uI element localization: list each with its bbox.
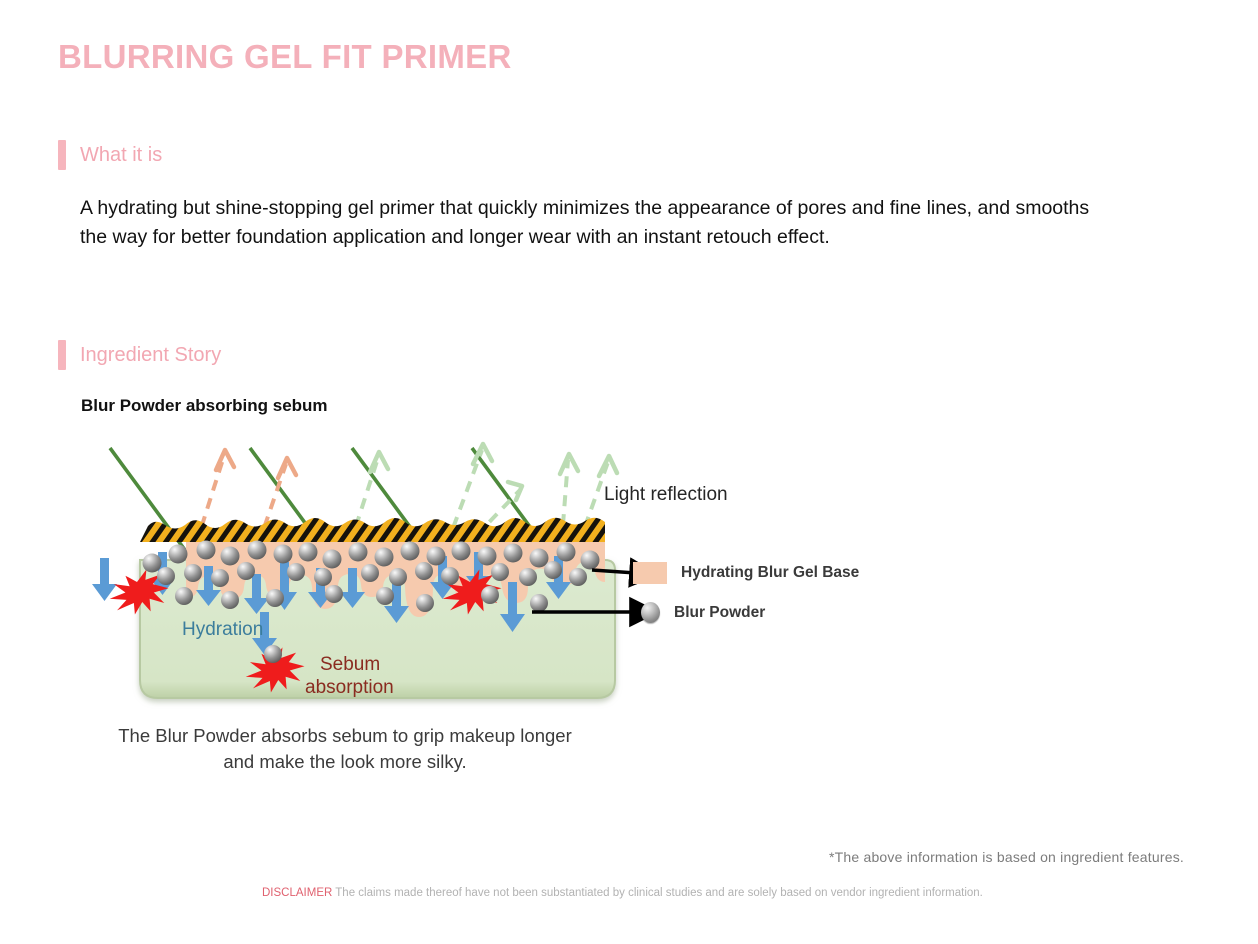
blur-powder-particles (142, 540, 600, 663)
hydration-label: Hydration (182, 619, 263, 640)
legend-label-powder: Blur Powder (674, 603, 766, 621)
diagram-caption: The Blur Powder absorbs sebum to grip ma… (80, 723, 610, 775)
diagram-caption-line1: The Blur Powder absorbs sebum to grip ma… (118, 725, 572, 746)
reflected-rays-green-heads (367, 441, 620, 503)
reflected-rays-salmon-heads (213, 447, 299, 481)
disclaimer-keyword: DISCLAIMER (262, 887, 333, 899)
blur-powder-diagram: Hydration Sebum absorption (80, 430, 900, 780)
section-header-ingredient-story: Ingredient Story (58, 340, 221, 370)
diagram-caption-line2: and make the look more silky. (223, 751, 467, 772)
what-it-is-body: A hydrating but shine-stopping gel prime… (80, 197, 1090, 248)
legend-item-blur-powder: Blur Powder (641, 602, 765, 623)
ingredient-features-note: *The above information is based on ingre… (829, 849, 1184, 865)
light-reflection-label: Light reflection (604, 484, 728, 505)
section-accent-bar (58, 340, 66, 370)
sebum-absorption-label-line1: Sebum (320, 654, 380, 675)
section-title-ingredient-story: Ingredient Story (80, 343, 222, 366)
legend-pointer-arrows (532, 557, 660, 628)
hatched-surface-band (140, 517, 605, 542)
section-accent-bar (58, 140, 66, 170)
disclaimer-text: The claims made thereof have not been su… (332, 887, 983, 899)
powder-sphere-icon (641, 602, 660, 623)
disclaimer: DISCLAIMER The claims made thereof have … (262, 887, 983, 899)
legend-item-hydrating-blur-gel-base: Hydrating Blur Gel Base (633, 562, 859, 584)
section-title-what-it-is: What it is (80, 143, 163, 166)
sebum-burst (109, 569, 502, 693)
gel-swatch-icon (633, 562, 667, 584)
sebum-absorption-label-line2: absorption (305, 677, 394, 698)
ingredient-sub-heading: Blur Powder absorbing sebum (81, 396, 328, 415)
page-title: BLURRING GEL FIT PRIMER (58, 38, 512, 75)
legend-label-gel: Hydrating Blur Gel Base (681, 564, 860, 581)
section-header-what-it-is: What it is (58, 140, 162, 170)
